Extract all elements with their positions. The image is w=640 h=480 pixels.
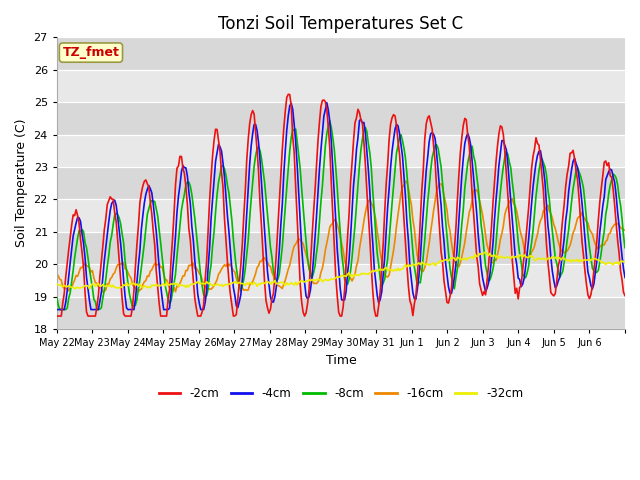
- Bar: [57, 297, 625, 329]
- Bar: [57, 232, 625, 264]
- Title: Tonzi Soil Temperatures Set C: Tonzi Soil Temperatures Set C: [218, 15, 463, 33]
- Bar: [57, 199, 625, 232]
- Bar: [57, 70, 625, 102]
- X-axis label: Time: Time: [326, 354, 356, 367]
- Legend: -2cm, -4cm, -8cm, -16cm, -32cm: -2cm, -4cm, -8cm, -16cm, -32cm: [154, 383, 528, 405]
- Text: TZ_fmet: TZ_fmet: [63, 46, 120, 59]
- Bar: [57, 264, 625, 297]
- Bar: [57, 134, 625, 167]
- Y-axis label: Soil Temperature (C): Soil Temperature (C): [15, 119, 28, 247]
- Bar: [57, 167, 625, 199]
- Bar: [57, 102, 625, 134]
- Bar: [57, 37, 625, 70]
